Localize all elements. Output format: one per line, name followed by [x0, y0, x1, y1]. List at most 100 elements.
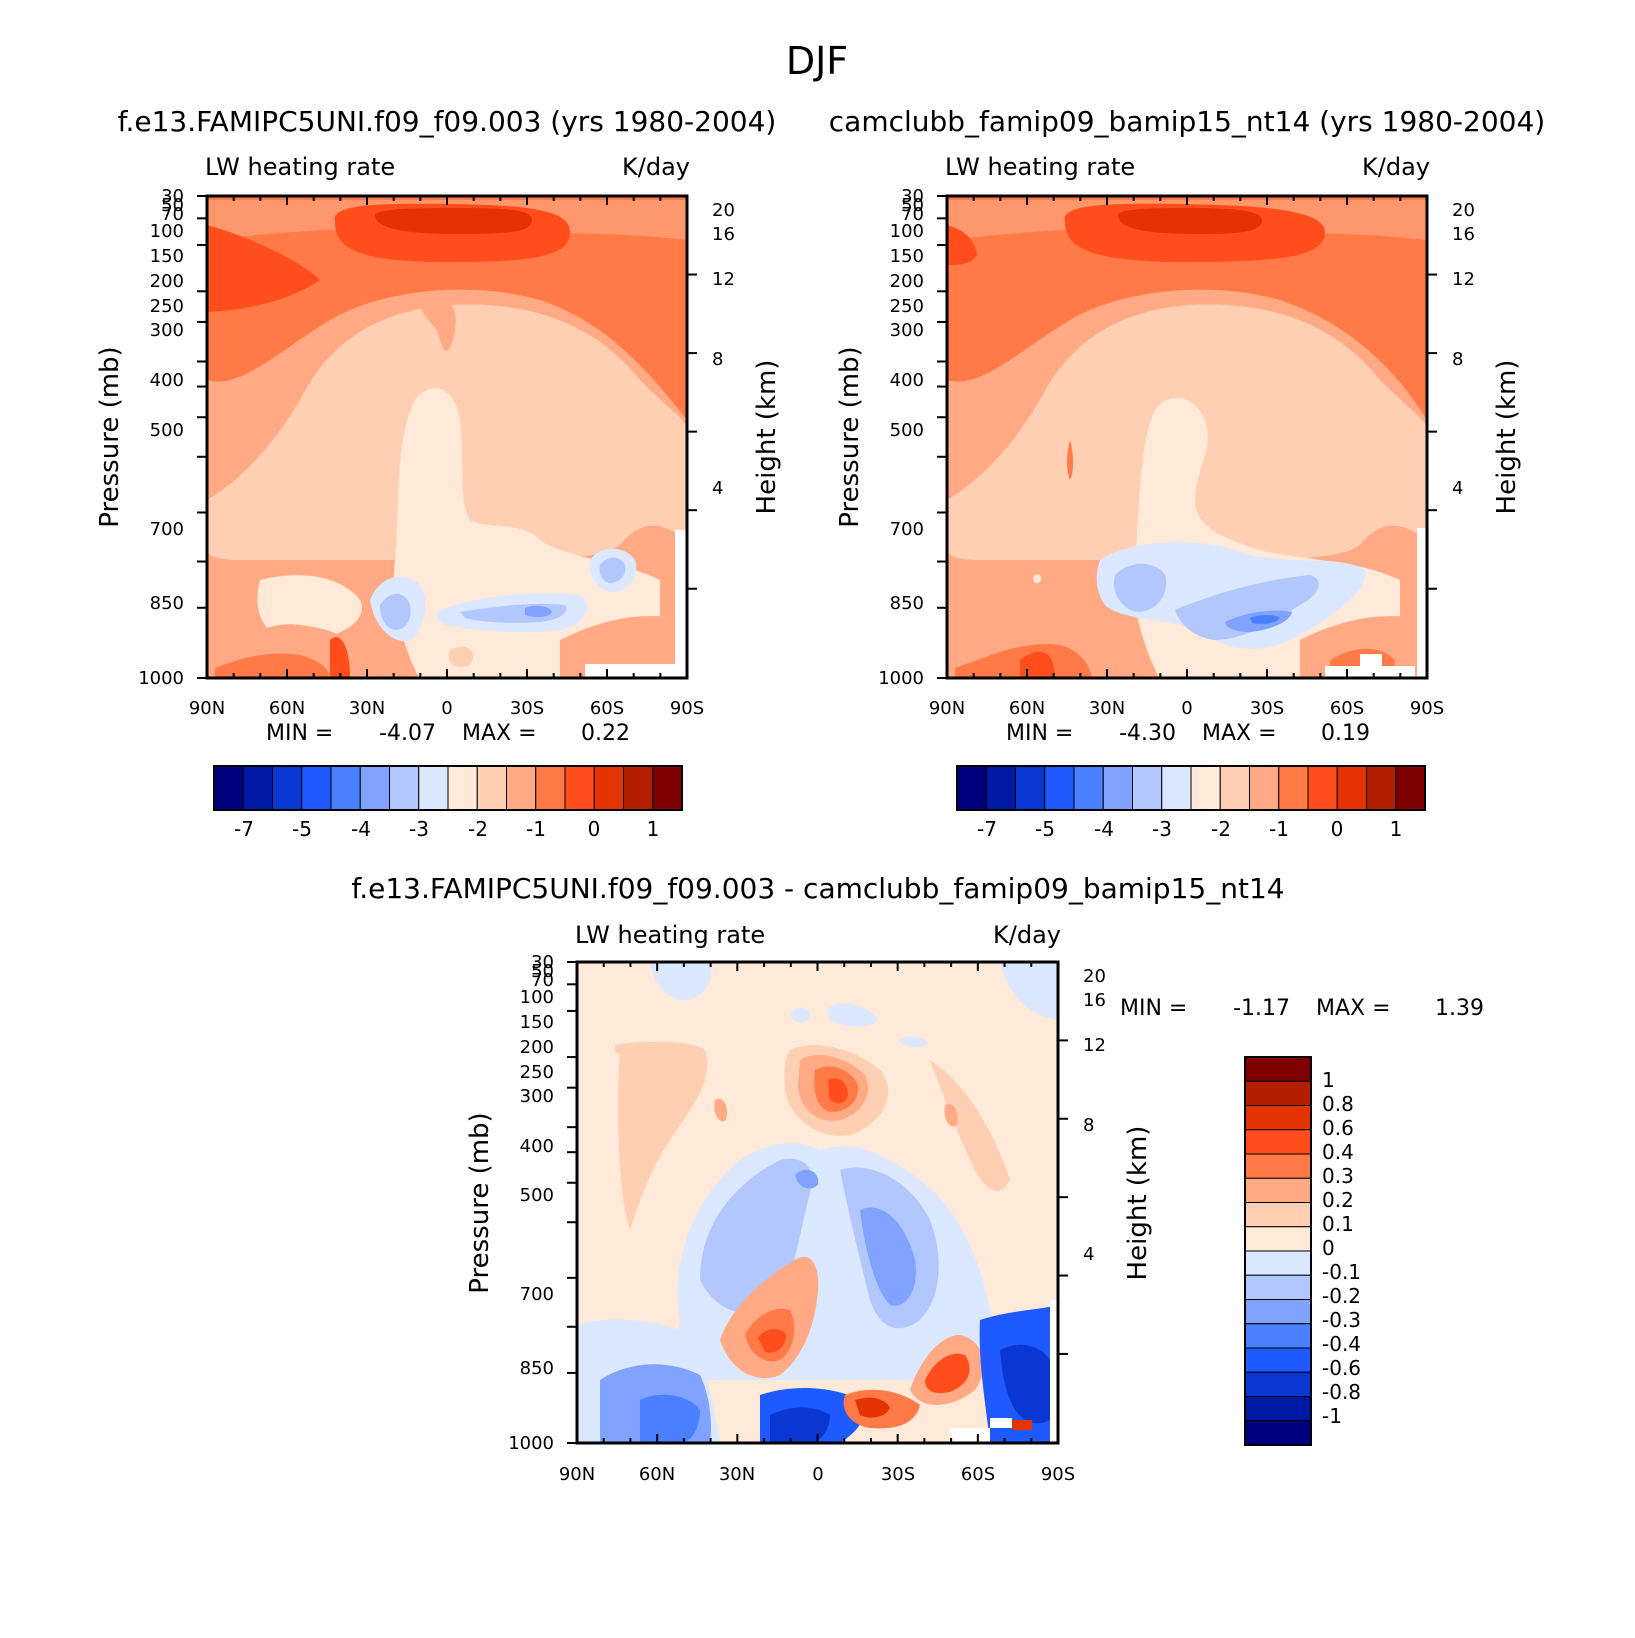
- panel-2-contour-field: [947, 196, 1427, 678]
- panel-3-y-ticks: 30 50 70 100 150 200 250 300 400 500 700…: [508, 952, 554, 1454]
- colorbar-swatch: [1244, 1129, 1312, 1155]
- y-tick-right: 8: [712, 349, 723, 370]
- max-value: 1.39: [1435, 996, 1484, 1021]
- colorbar-label: -1: [526, 817, 546, 841]
- y-tick: 200: [890, 271, 924, 292]
- y-tick: 300: [890, 320, 924, 341]
- y-tick: 700: [520, 1284, 554, 1305]
- panel-1-ylabel-right: Height (km): [752, 360, 782, 515]
- colorbar-label: -0.1: [1322, 1260, 1361, 1284]
- y-tick: 400: [150, 370, 184, 391]
- panel-3-left-label: LW heating rate: [575, 921, 765, 949]
- x-tick: 60S: [1330, 698, 1364, 719]
- max-label: MAX =: [462, 721, 537, 746]
- colorbar-swatch: [242, 765, 273, 811]
- panel-3-ylabel: Pressure (mb): [465, 1112, 495, 1293]
- colorbar-label: -4: [351, 817, 371, 841]
- colorbar-label: -0.2: [1322, 1284, 1361, 1308]
- colorbar-label: 0.6: [1322, 1116, 1354, 1140]
- y-tick-right: 8: [1452, 349, 1463, 370]
- y-tick: 400: [890, 370, 924, 391]
- y-tick: 500: [150, 420, 184, 441]
- panel-1-ylabel: Pressure (mb): [95, 346, 125, 527]
- colorbar-swatch: [272, 765, 303, 811]
- y-tick-right: 8: [1083, 1115, 1094, 1136]
- colorbar-swatch: [564, 765, 595, 811]
- x-tick: 60S: [961, 1464, 995, 1485]
- colorbar-swatch: [1161, 765, 1192, 811]
- panel-2-title: camclubb_famip09_bamip15_nt14 (yrs 1980-…: [829, 105, 1545, 138]
- colorbar-swatch: [1244, 1299, 1312, 1325]
- colorbar-swatch: [1244, 1371, 1312, 1397]
- y-tick: 300: [520, 1086, 554, 1107]
- max-value: 0.19: [1321, 721, 1370, 746]
- panel-1-y-ticks: 30 50 70 100 150 200 250 300 400 500 700…: [138, 186, 184, 689]
- y-tick: 300: [150, 320, 184, 341]
- colorbar-swatch: [1307, 765, 1338, 811]
- colorbar-label: -3: [409, 817, 429, 841]
- y-tick-right: 20: [712, 200, 735, 221]
- colorbar-label: -1: [1322, 1404, 1342, 1428]
- colorbar-label: 0: [588, 817, 601, 841]
- y-tick: 70: [901, 204, 924, 225]
- y-tick-right: 4: [1452, 478, 1463, 499]
- x-tick: 30S: [1250, 698, 1284, 719]
- y-tick: 1000: [138, 668, 184, 689]
- colorbar-swatch: [1244, 1080, 1312, 1106]
- colorbar-swatch: [623, 765, 654, 811]
- y-tick-right: 12: [712, 269, 735, 290]
- colorbar-label: -0.3: [1322, 1308, 1361, 1332]
- colorbar-swatch: [1395, 765, 1426, 811]
- colorbar-swatch: [447, 765, 478, 811]
- x-tick: 0: [812, 1464, 823, 1485]
- colorbar-swatch: [956, 765, 987, 811]
- colorbar-swatch: [1244, 1274, 1312, 1300]
- colorbar-swatch: [1244, 1420, 1312, 1446]
- x-tick: 90S: [1410, 698, 1444, 719]
- y-tick: 150: [890, 246, 924, 267]
- panel-1-axis-ticks: [197, 195, 697, 679]
- y-tick: 100: [150, 221, 184, 242]
- colorbar-label: -0.8: [1322, 1380, 1361, 1404]
- y-tick: 30: [161, 186, 184, 207]
- x-tick: 60S: [590, 698, 624, 719]
- colorbar-swatch: [1244, 1153, 1312, 1179]
- panel-3: f.e13.FAMIPC5UNI.f09_f09.003 - camclubb_…: [351, 872, 1484, 1485]
- y-tick: 150: [520, 1012, 554, 1033]
- x-tick: 90S: [1041, 1464, 1075, 1485]
- colorbar-swatch: [1244, 1323, 1312, 1349]
- panel-2-colorbar-labels: -7 -5 -4 -3 -2 -1 0 1: [977, 817, 1402, 841]
- y-tick: 250: [890, 296, 924, 317]
- panel-3-axis-ticks: [567, 961, 1068, 1444]
- panel-1-contour-field: [207, 196, 687, 678]
- y-tick: 70: [161, 204, 184, 225]
- panel-1-colorbar-labels: -7 -5 -4 -3 -2 -1 0 1: [234, 817, 659, 841]
- colorbar-swatch: [1249, 765, 1280, 811]
- panel-1-colorbar: [213, 765, 683, 811]
- panel-2: camclubb_famip09_bamip15_nt14 (yrs 1980-…: [829, 105, 1545, 841]
- y-tick: 70: [531, 970, 554, 991]
- min-value: -1.17: [1233, 996, 1290, 1021]
- colorbar-swatch: [1244, 1202, 1312, 1228]
- min-label: MIN =: [1120, 996, 1187, 1021]
- x-tick: 90S: [670, 698, 704, 719]
- y-tick: 100: [520, 987, 554, 1008]
- min-label: MIN =: [266, 721, 333, 746]
- panel-2-ylabel: Pressure (mb): [835, 346, 865, 527]
- colorbar-swatch: [213, 765, 244, 811]
- colorbar-swatch: [1336, 765, 1367, 811]
- colorbar-swatch: [1073, 765, 1104, 811]
- x-tick: 30N: [349, 698, 385, 719]
- panel-2-units: K/day: [1362, 153, 1430, 181]
- panel-3-title: f.e13.FAMIPC5UNI.f09_f09.003 - camclubb_…: [351, 872, 1284, 905]
- y-tick-right: 20: [1452, 200, 1475, 221]
- y-tick: 30: [901, 186, 924, 207]
- x-tick: 60N: [1009, 698, 1045, 719]
- colorbar-frame: [956, 765, 1426, 811]
- colorbar-label: 0.3: [1322, 1164, 1354, 1188]
- colorbar-label: 0.1: [1322, 1212, 1354, 1236]
- colorbar-label: -5: [1035, 817, 1055, 841]
- panel-2-y-ticks-right: 20 16 12 8 4: [1452, 200, 1475, 499]
- x-tick: 0: [441, 698, 452, 719]
